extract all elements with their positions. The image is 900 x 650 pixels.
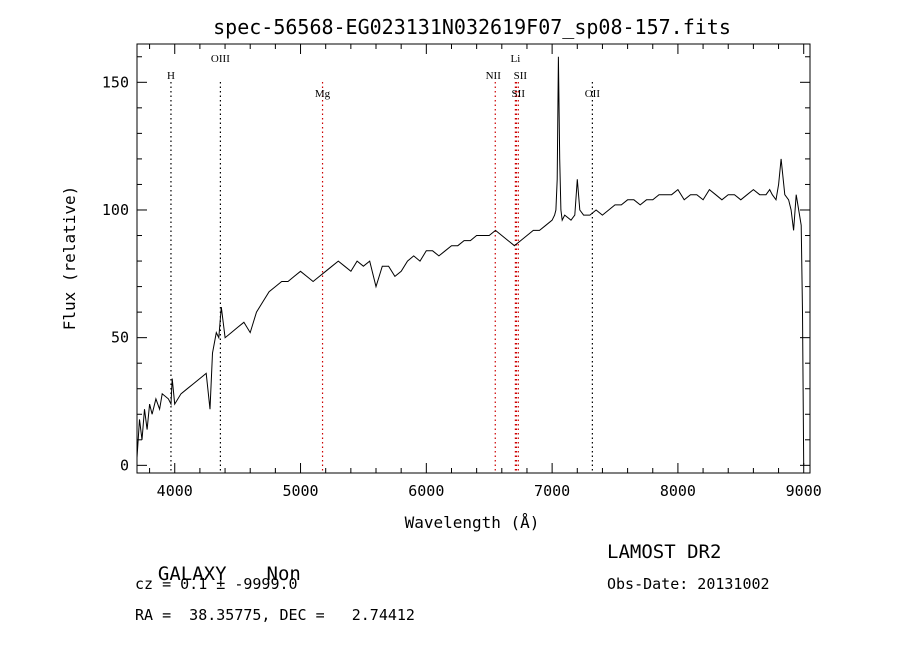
x-axis-label: Wavelength (Å) xyxy=(405,513,540,532)
y-axis-label: Flux (relative) xyxy=(60,186,79,331)
reference-lines xyxy=(170,82,593,473)
line-label-oiii: OIII xyxy=(211,53,230,65)
line-label-oii: OII xyxy=(585,88,601,100)
x-tick-label: 4000 xyxy=(157,482,193,500)
redshift-readout: cz = 0.1 ± -9999.0 xyxy=(135,575,298,593)
x-tick-label: 8000 xyxy=(660,482,696,500)
y-tick-label: 150 xyxy=(102,73,129,91)
line-label-sii: SII xyxy=(512,88,526,100)
reference-line-labels: H OIII Mg NII Li SII SII OII xyxy=(167,53,600,100)
line-label-li: Li xyxy=(510,53,520,65)
x-tick-label: 7000 xyxy=(534,482,570,500)
line-label-mg: Mg xyxy=(315,88,331,100)
class-label: GALAXY xyxy=(157,563,227,585)
survey-label: LAMOST DR2 xyxy=(607,541,722,563)
line-label-nii: NII xyxy=(486,70,502,82)
obs-date: Obs-Date: 20131002 xyxy=(607,575,770,593)
x-tick-label: 9000 xyxy=(786,482,822,500)
x-axis-ticks: 4000 5000 6000 7000 8000 9000 xyxy=(149,44,822,500)
y-tick-label: 0 xyxy=(120,456,129,474)
x-tick-label: 5000 xyxy=(282,482,318,500)
spectrum-line xyxy=(136,56,805,466)
plot-frame xyxy=(136,43,811,474)
x-tick-label: 6000 xyxy=(408,482,444,500)
y-tick-label: 50 xyxy=(111,329,129,347)
y-tick-label: 100 xyxy=(102,201,129,219)
y-axis-ticks: 0 50 100 150 xyxy=(102,56,810,474)
coordinates-readout: RA = 38.35775, DEC = 2.74412 xyxy=(135,606,415,624)
chart-title: spec-56568-EG023131N032619F07_sp08-157.f… xyxy=(213,15,731,39)
object-class: GALAXY Non xyxy=(135,541,301,585)
line-label-sii: SII xyxy=(514,70,528,82)
line-label-h: H xyxy=(167,70,175,82)
subclass-label: Non xyxy=(266,563,301,585)
